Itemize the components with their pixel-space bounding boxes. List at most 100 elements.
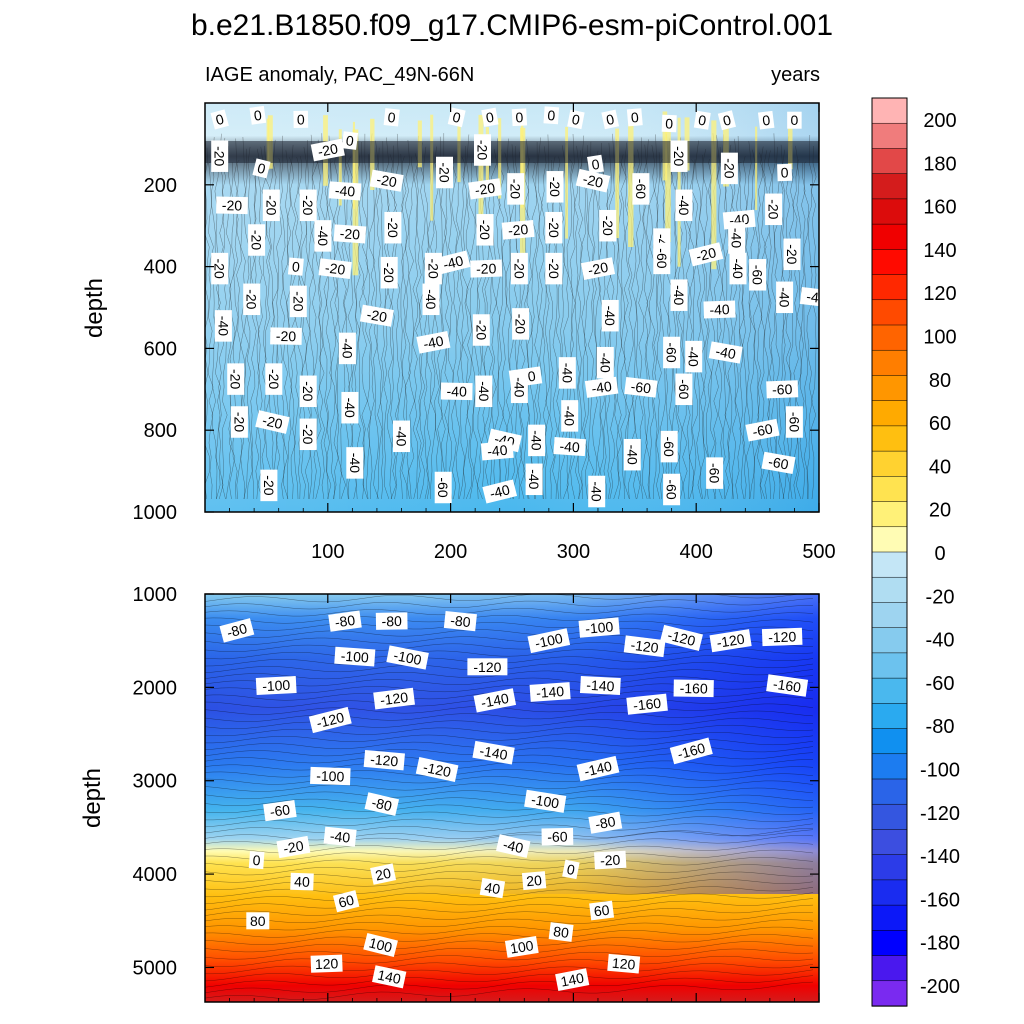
upper-contour-label: -20 [545, 252, 563, 285]
upper-contour-label-box [525, 463, 543, 496]
lower-y-tick-label: 5000 [133, 957, 178, 979]
upper-contour-label: -20 [260, 469, 278, 502]
lower-panel-frame [204, 593, 820, 1003]
upper-contour-label: -40 [475, 375, 493, 408]
upper-contour-label: -60 [632, 173, 650, 205]
upper-contour-label-box [211, 140, 229, 172]
upper-contour-line [724, 157, 731, 500]
upper-contour-label: -40 [480, 440, 514, 461]
upper-contour-line [591, 160, 598, 500]
upper-contour-line [358, 141, 365, 500]
lower-contour-label-text: 0 [252, 852, 261, 869]
upper-contour-label-text: -20 [244, 289, 260, 309]
colorbar-label: 80 [929, 370, 951, 392]
upper-contour-label-text: -40 [441, 252, 465, 272]
lower-contour-label: -120 [709, 629, 752, 653]
lower-contour-label-text: 40 [483, 879, 501, 897]
upper-contour-label-box [661, 114, 677, 133]
upper-contour-line [412, 153, 419, 500]
upper-contour-label: -40 [675, 189, 693, 222]
upper-contour-label: -40 [346, 447, 364, 479]
upper-contour-line [207, 161, 214, 500]
lower-contour-line [205, 605, 814, 617]
lower-contour-label: -80 [588, 811, 623, 834]
upper-contour-label-text: -20 [261, 475, 277, 495]
upper-positive-streak [430, 114, 434, 221]
upper-contour-label: -20 [211, 252, 229, 285]
upper-panel: 0 0 0 0 0 0 0 0 0 0 0 0 0 0 0 000 0 00-20 -20 -20-20-20-20-… [81, 102, 836, 563]
upper-contour-label-text: -20 [228, 369, 244, 389]
lower-contour-label-text: -80 [370, 794, 394, 814]
upper-contour-line [702, 148, 709, 500]
lower-contour-label-text: -100 [316, 768, 345, 785]
upper-contour-label: 0 [481, 107, 499, 127]
upper-contour-line [444, 162, 451, 500]
colorbar-label: -40 [926, 630, 955, 652]
upper-contour-label-box [270, 327, 302, 345]
lower-contour-label-text: -20 [600, 852, 621, 869]
upper-y-tick-label: 800 [144, 420, 177, 442]
upper-contour-label: -60 [761, 451, 796, 475]
lower-contour-label-box [576, 755, 620, 782]
lower-contour-line [205, 703, 814, 715]
lower-contour-label: -120 [363, 749, 405, 771]
upper-contour-label: -20 [580, 257, 616, 280]
upper-contour-line [810, 145, 817, 500]
upper-contour-label-text: -20 [671, 146, 687, 166]
upper-contour-label-box [384, 211, 402, 244]
lower-contour-label: -40 [495, 834, 531, 858]
upper-contour-label-text: 0 [571, 111, 582, 128]
upper-contour-label-box [623, 438, 641, 471]
lower-contour-label-box [660, 624, 703, 651]
upper-contour-label-box [653, 242, 671, 275]
colorbar-swatch [871, 703, 908, 730]
lower-contour-label: -100 [255, 675, 297, 696]
upper-contour-label-box [380, 256, 398, 289]
lower-contour-label: 140 [372, 965, 407, 989]
upper-contour-label-box [289, 285, 307, 318]
upper-contour-label-text: -20 [212, 146, 228, 166]
upper-contour-label-box [553, 437, 587, 457]
lower-contour-line [205, 919, 814, 938]
lower-contour-label: 120 [607, 953, 641, 974]
upper-contour-label-box [333, 224, 367, 244]
upper-contour-label-box [766, 380, 799, 399]
upper-contour-line [720, 134, 727, 500]
lower-contour-line [205, 794, 814, 806]
upper-contour-label-text: -40 [342, 398, 358, 418]
upper-contour-label: -20 [265, 363, 283, 395]
upper-contour-label-box [369, 169, 404, 192]
lower-contour-label-text: 60 [593, 902, 611, 920]
lower-contour-label-box [673, 679, 714, 698]
upper-contour-label-text: -20 [381, 263, 397, 283]
upper-contour-label: -60 [785, 406, 803, 438]
upper-contour-line [329, 161, 336, 500]
upper-x-tick-label: 200 [434, 541, 467, 563]
lower-contour-line [205, 809, 814, 821]
lower-contour-label-text: -60 [269, 801, 291, 820]
upper-x-tick-label: 100 [311, 541, 344, 563]
upper-contour-label-text: -20 [513, 314, 529, 334]
upper-contour-label: -20 [468, 178, 502, 200]
lower-contour-label: -20 [594, 850, 627, 870]
lower-contour-label-text: 120 [315, 955, 339, 972]
upper-contour-label-box [310, 138, 345, 162]
upper-contour-label-text: 0 [630, 109, 639, 126]
colorbar-label: 120 [923, 283, 956, 305]
upper-contour-label-box [717, 110, 736, 131]
colorbar-swatch [871, 223, 908, 250]
lower-contour-label-box [310, 766, 351, 786]
figure-title: b.e21.B1850.f09_g17.CMIP6-esm-piControl.… [191, 9, 833, 42]
upper-contour-label: -40 [416, 330, 451, 354]
upper-contour-line [322, 140, 329, 500]
upper-contour-line [699, 154, 706, 500]
lower-contour-label-text: -40 [329, 828, 351, 846]
upper-contour-label-box [749, 259, 767, 291]
upper-contour-label-text: -40 [686, 346, 702, 366]
upper-contour-label: -20 [720, 152, 738, 185]
upper-contour-label-box [670, 140, 688, 172]
upper-contour-label: -40 [328, 181, 362, 201]
upper-contour-line [717, 147, 724, 500]
upper-contour-label: -20 [765, 193, 783, 226]
